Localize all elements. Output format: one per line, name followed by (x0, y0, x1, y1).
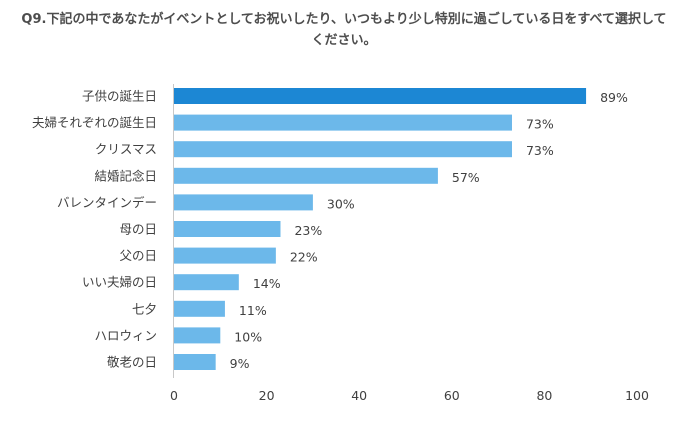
category-labels: 子供の誕生日夫婦それぞれの誕生日クリスマス結婚記念日バレンタインデー母の日父の日… (32, 89, 157, 370)
bar (174, 114, 512, 131)
bar (174, 247, 276, 264)
category-label: ハロウィン (94, 328, 157, 343)
chart-title-line-1: Q9.下記の中であなたがイベントとしてお祝いしたり、いつもより少し特別に過ごして… (21, 12, 667, 27)
value-label: 89% (600, 90, 628, 105)
bar (174, 221, 281, 237)
x-tick-label: 100 (625, 388, 649, 403)
x-tick-label: 20 (259, 388, 275, 403)
value-label: 73% (526, 143, 554, 158)
value-labels: 89% 73% 73% 57% 30% 23% 22% 14% 11% 10% 9% (230, 90, 628, 371)
bar (174, 274, 239, 291)
bar (174, 88, 587, 104)
bar (174, 327, 221, 344)
value-label: 30% (327, 196, 355, 211)
value-label: 14% (253, 276, 281, 291)
value-label: 11% (239, 303, 267, 318)
bar (174, 141, 512, 158)
x-tick-labels: 0 20 40 60 80 100 (170, 388, 649, 403)
bar (174, 354, 216, 370)
x-tick-label: 0 (170, 388, 178, 403)
category-label: クリスマス (95, 142, 157, 157)
category-label: 七夕 (132, 301, 157, 316)
category-label: いい夫婦の日 (82, 275, 157, 290)
x-tick-label: 60 (444, 388, 460, 403)
value-label: 22% (290, 250, 318, 265)
x-tick-label: 40 (351, 388, 367, 403)
value-label: 9% (230, 356, 250, 371)
category-label: 子供の誕生日 (82, 89, 157, 104)
value-label: 23% (294, 223, 322, 238)
bar (174, 194, 313, 211)
category-label: 敬老の日 (107, 355, 157, 370)
category-label: 父の日 (119, 248, 157, 263)
category-label: バレンタインデー (57, 195, 157, 210)
value-label: 10% (234, 329, 262, 344)
category-label: 夫婦それぞれの誕生日 (32, 115, 157, 130)
bar (174, 167, 438, 184)
bar (174, 300, 225, 317)
bars (174, 88, 587, 370)
x-tick-label: 80 (536, 388, 552, 403)
category-label: 母の日 (119, 222, 157, 237)
chart-title-line-2: ください。 (311, 33, 377, 48)
value-label: 73% (526, 117, 554, 132)
category-label: 結婚記念日 (94, 168, 157, 183)
value-label: 57% (452, 170, 480, 185)
